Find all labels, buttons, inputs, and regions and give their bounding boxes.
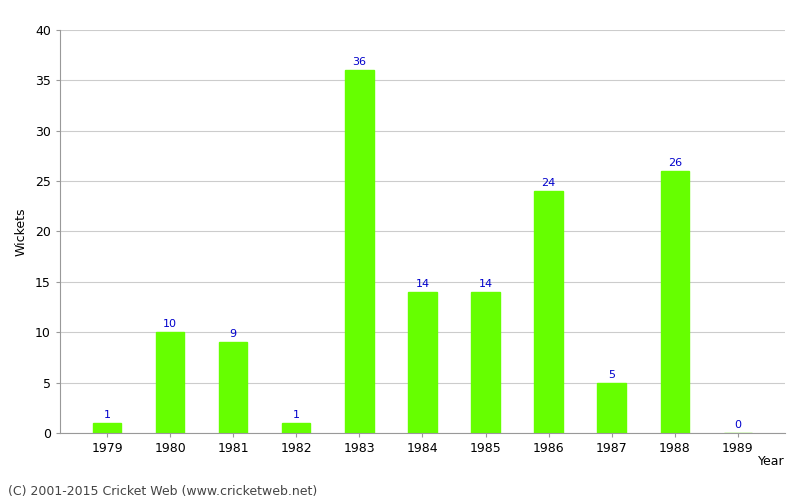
Bar bbox=[534, 191, 562, 433]
Bar bbox=[408, 292, 437, 433]
Text: 5: 5 bbox=[608, 370, 615, 380]
Text: 26: 26 bbox=[668, 158, 682, 168]
Text: Year: Year bbox=[758, 456, 785, 468]
Bar bbox=[598, 382, 626, 433]
Text: 14: 14 bbox=[478, 279, 493, 289]
Bar bbox=[282, 423, 310, 433]
Y-axis label: Wickets: Wickets bbox=[15, 207, 28, 256]
Bar bbox=[93, 423, 121, 433]
Bar bbox=[156, 332, 184, 433]
Text: 0: 0 bbox=[734, 420, 742, 430]
Bar bbox=[471, 292, 500, 433]
Text: 14: 14 bbox=[415, 279, 430, 289]
Text: 9: 9 bbox=[230, 330, 237, 340]
Text: 24: 24 bbox=[542, 178, 556, 188]
Text: 10: 10 bbox=[163, 319, 177, 329]
Text: 36: 36 bbox=[352, 58, 366, 68]
Bar bbox=[345, 70, 374, 433]
Text: (C) 2001-2015 Cricket Web (www.cricketweb.net): (C) 2001-2015 Cricket Web (www.cricketwe… bbox=[8, 484, 318, 498]
Text: 1: 1 bbox=[293, 410, 300, 420]
Bar bbox=[219, 342, 247, 433]
Bar bbox=[661, 171, 689, 433]
Text: 1: 1 bbox=[103, 410, 110, 420]
